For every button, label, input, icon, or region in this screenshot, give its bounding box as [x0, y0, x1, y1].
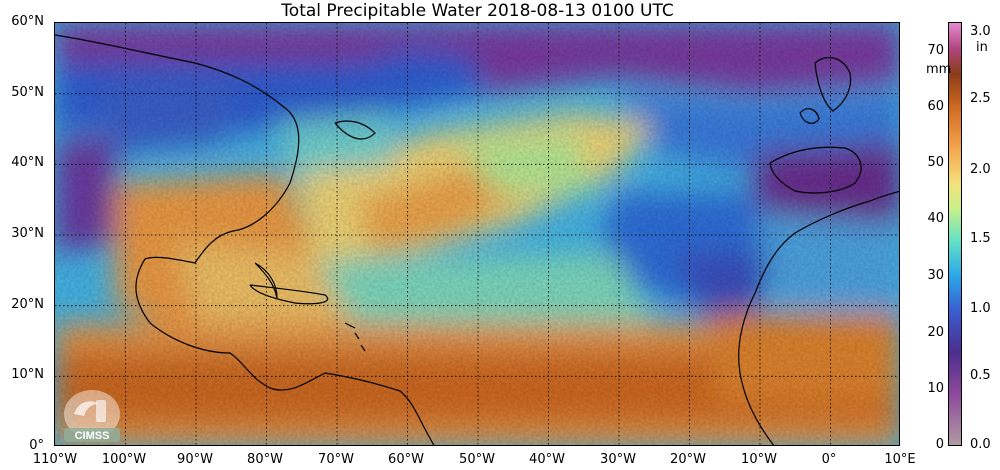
in-tick: 0.5	[970, 368, 991, 383]
mm-tick: 60	[927, 99, 944, 114]
lon-label-90w: 90°W	[177, 452, 213, 467]
lat-label-20n: 20°N	[11, 297, 44, 312]
graticule	[55, 23, 899, 445]
in-tick: 1.0	[970, 301, 991, 316]
cimss-logo: CIMSS	[56, 388, 128, 444]
lat-label-60n: 60°N	[11, 14, 44, 29]
lon-label-50w: 50°W	[459, 452, 495, 467]
lat-label-50n: 50°N	[11, 85, 44, 100]
lon-label-60w: 60°W	[388, 452, 424, 467]
colorbar-unit-mm: mm	[926, 62, 952, 77]
mm-tick: 20	[927, 325, 944, 340]
mm-tick: 30	[927, 268, 944, 283]
map-title: Total Precipitable Water 2018-08-13 0100…	[281, 1, 674, 21]
lat-label-0: 0°	[29, 438, 44, 453]
lon-label-110w: 110°W	[32, 452, 78, 467]
lon-label-70w: 70°W	[318, 452, 354, 467]
mm-tick: 50	[927, 155, 944, 170]
lon-label-40w: 40°W	[529, 452, 565, 467]
lon-label-10w: 10°W	[741, 452, 777, 467]
coastlines	[55, 34, 899, 445]
lon-label-20w: 20°W	[670, 452, 706, 467]
in-tick: 0.0	[970, 437, 991, 452]
precipitable-water-map	[54, 22, 900, 446]
in-tick: 3.0	[970, 24, 991, 39]
lon-label-80w: 80°W	[247, 452, 283, 467]
lon-label-0: 0°	[821, 452, 837, 467]
lat-label-10n: 10°N	[11, 367, 44, 382]
in-tick: 2.5	[970, 91, 991, 106]
lon-label-100w: 100°W	[101, 452, 147, 467]
lon-label-30w: 30°W	[600, 452, 636, 467]
mm-tick: 0	[935, 437, 944, 452]
lat-label-30n: 30°N	[11, 226, 44, 241]
mm-tick: 40	[927, 211, 944, 226]
mm-tick: 70	[927, 43, 944, 58]
lon-label-10e: 10°E	[884, 452, 916, 467]
colorbar-unit-in: in	[976, 40, 988, 55]
in-tick: 2.0	[970, 162, 991, 177]
cimss-logo-text: CIMSS	[75, 430, 110, 442]
tpw-field	[55, 23, 899, 445]
colorbar	[948, 22, 962, 446]
in-tick: 1.5	[970, 231, 991, 246]
lat-label-40n: 40°N	[11, 155, 44, 170]
mm-tick: 10	[927, 381, 944, 396]
